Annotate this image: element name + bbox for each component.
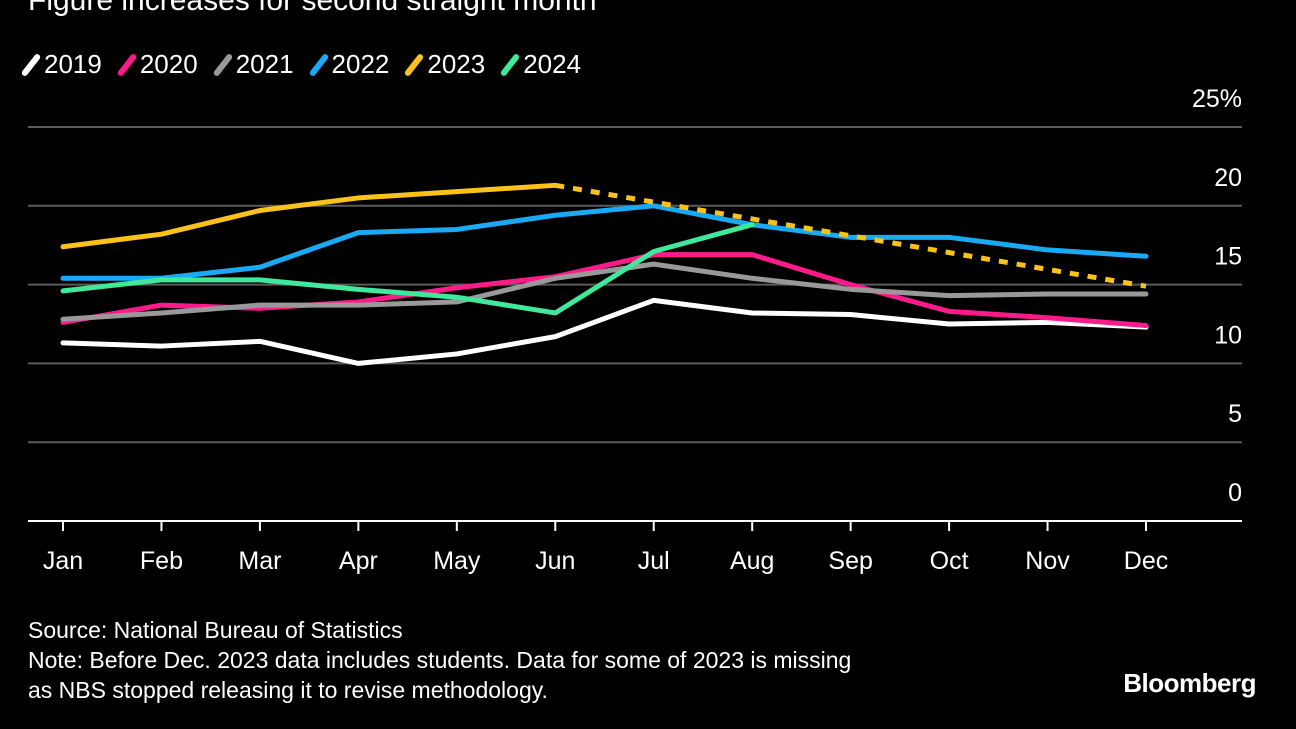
x-tick-label: Nov <box>1025 547 1070 575</box>
x-tick-label: Feb <box>140 547 183 575</box>
bloomberg-logo: Bloomberg <box>1123 668 1256 698</box>
x-tick-label: Oct <box>930 547 969 575</box>
y-tick-label: 0 <box>1228 479 1242 507</box>
y-tick-label: 5 <box>1228 400 1242 428</box>
legend: 2019 2020 2021 2022 2023 2024 <box>20 49 582 80</box>
x-tick-label: Jun <box>535 547 575 575</box>
y-tick-label: 20 <box>1214 164 1242 192</box>
chart-title: Figure increases for second straight mon… <box>28 0 597 17</box>
legend-label: 2021 <box>235 49 294 79</box>
x-tick-label: Aug <box>730 547 774 575</box>
legend-item-2019: 2019 <box>20 49 102 80</box>
legend-item-2024: 2024 <box>499 49 582 80</box>
x-tick-label: Apr <box>339 547 378 575</box>
legend-label: 2019 <box>44 49 102 79</box>
footer: Source: National Bureau of Statistics No… <box>28 615 851 705</box>
x-tick-label: Sep <box>828 547 872 575</box>
source-note: Source: National Bureau of Statistics <box>28 617 403 643</box>
legend-item-2021: 2021 <box>212 49 294 80</box>
methodology-note-2: as NBS stopped releasing it to revise me… <box>28 677 548 703</box>
legend-item-2022: 2022 <box>308 49 390 80</box>
x-tick-label: Mar <box>238 547 281 575</box>
series-line-2024 <box>60 222 755 316</box>
y-tick-label: 15 <box>1214 243 1242 271</box>
x-tick-label: May <box>433 547 481 575</box>
x-tick-label: Dec <box>1124 547 1168 575</box>
legend-label: 2023 <box>427 49 486 79</box>
x-tick-label: Jan <box>43 547 83 575</box>
legend-label: 2020 <box>139 49 198 79</box>
methodology-note-1: Note: Before Dec. 2023 data includes stu… <box>28 647 852 673</box>
legend-item-2020: 2020 <box>116 49 198 80</box>
series-line-2019 <box>60 297 1149 366</box>
series-line-2020 <box>60 252 1149 329</box>
legend-label: 2024 <box>523 49 582 79</box>
y-tick-label: 25% <box>1192 85 1242 113</box>
y-tick-label: 10 <box>1214 321 1242 349</box>
x-tick-label: Jul <box>638 547 670 575</box>
legend-item-2023: 2023 <box>404 49 486 80</box>
series-line-2021 <box>60 261 1149 322</box>
series-line-2023 <box>60 182 558 250</box>
legend-label: 2022 <box>331 49 390 79</box>
series-line-2022 <box>60 203 1149 281</box>
